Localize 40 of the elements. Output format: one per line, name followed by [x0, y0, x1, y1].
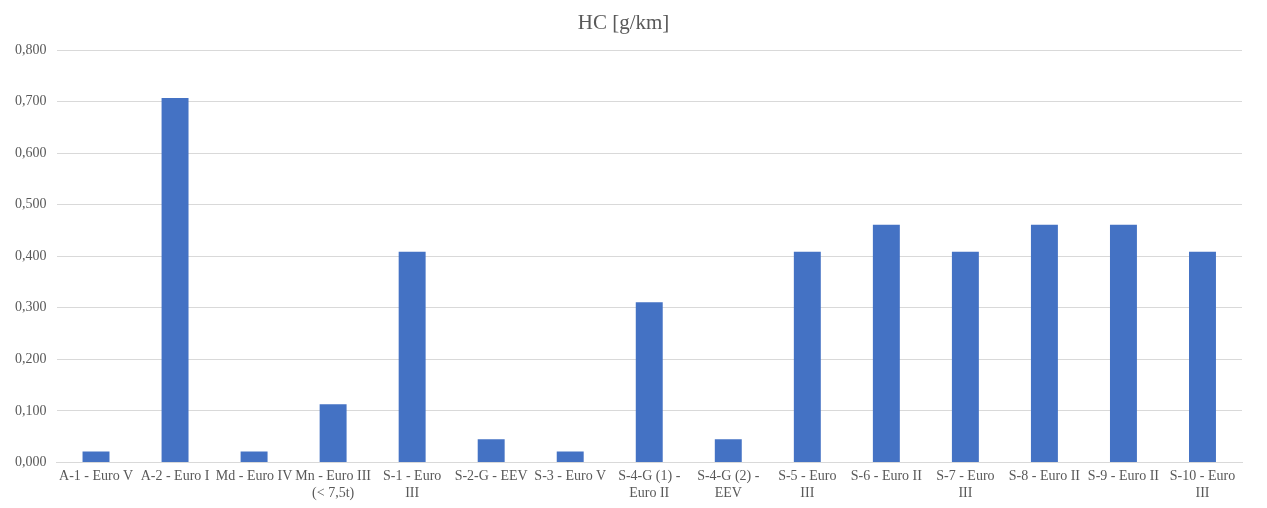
bar — [872, 224, 900, 462]
bar — [398, 251, 426, 462]
bar — [635, 302, 663, 462]
y-tick-label: 0,600 — [15, 144, 47, 160]
bar — [714, 439, 742, 462]
y-tick-label: 0,200 — [15, 351, 47, 367]
x-tick-label: Md - Euro IV — [215, 468, 293, 484]
x-tick-label: A-1 - Euro V — [59, 468, 134, 484]
y-tick-label: 0,400 — [15, 247, 47, 263]
bar — [1189, 251, 1216, 462]
bar — [319, 404, 347, 462]
chart-title: HC [g/km] — [577, 10, 670, 35]
x-tick-label: S-6 - Euro II — [850, 468, 923, 484]
x-tick-label: S-3 - Euro V — [534, 468, 607, 484]
x-tick-label: S-5 - Euro III — [778, 468, 837, 501]
y-tick-label: 0,800 — [15, 41, 47, 57]
bar — [1030, 224, 1058, 462]
x-tick-label: S-4-G (2) - EEV — [697, 468, 760, 501]
x-tick-label: S-7 - Euro III — [936, 468, 995, 501]
x-tick-label: S-1 - Euro III — [382, 468, 442, 501]
x-tick-label: S-10 - Euro III — [1169, 468, 1236, 501]
bar — [793, 251, 821, 462]
y-tick-label: 0,000 — [15, 454, 47, 470]
x-tick-label: A-2 - Euro I — [140, 468, 210, 484]
bar — [1109, 224, 1137, 462]
y-tick-label: 0,300 — [15, 299, 47, 315]
x-tick-label: Mn - Euro III (< 7,5t) — [295, 468, 372, 502]
y-tick-label: 0,700 — [15, 93, 47, 109]
bar — [477, 439, 505, 462]
bar — [82, 451, 110, 462]
bar — [951, 251, 979, 462]
y-tick-label: 0,500 — [15, 196, 47, 212]
bar — [240, 451, 268, 462]
x-tick-label: S-8 - Euro II — [1008, 468, 1081, 484]
x-tick-label: S-2-G - EEV — [454, 468, 528, 484]
bar — [556, 451, 584, 462]
x-tick-label: S-9 - Euro II — [1087, 468, 1160, 484]
y-tick-label: 0,100 — [15, 402, 47, 418]
bar — [161, 98, 189, 462]
x-tick-label: S-4-G (1) - Euro II — [618, 468, 681, 501]
